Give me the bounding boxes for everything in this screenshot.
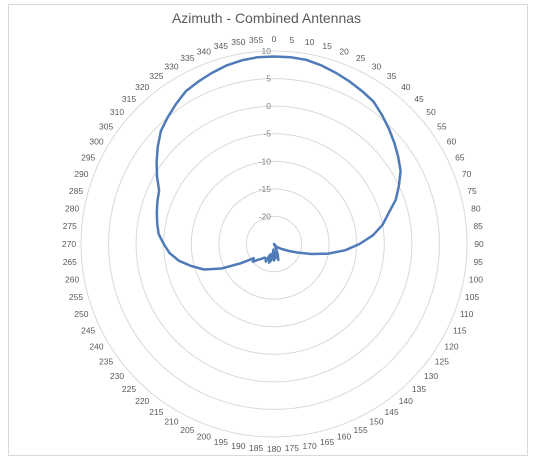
angle-tick-label: 30: [372, 62, 382, 72]
angle-tick-label: 20: [339, 46, 349, 56]
radial-tick-label: -20: [259, 211, 272, 221]
angle-tick-label: 305: [99, 121, 113, 131]
angle-tick-label: 260: [65, 275, 79, 285]
angle-tick-label: 10: [305, 37, 315, 47]
series-layer: [155, 55, 402, 271]
radial-tick-label: -10: [259, 156, 272, 166]
grid-ring: [80, 50, 468, 438]
angle-tick-label: 240: [89, 342, 103, 352]
radial-tick-label: 5: [266, 74, 271, 84]
angle-tick-label: 170: [303, 441, 317, 451]
angle-tick-label: 110: [460, 309, 474, 319]
angle-tick-label: 180: [267, 444, 281, 454]
angle-tick-label: 145: [385, 407, 399, 417]
angle-tick-label: 215: [149, 407, 163, 417]
angle-tick-label: 15: [322, 41, 332, 51]
angle-tick-label: 355: [249, 35, 263, 45]
angle-tick-label: 285: [69, 186, 83, 196]
angle-tick-label: 310: [110, 107, 124, 117]
angle-tick-label: 0: [272, 34, 277, 44]
angle-tick-label: 325: [149, 71, 163, 81]
angle-tick-label: 160: [337, 432, 351, 442]
grid-ring: [135, 105, 413, 383]
angle-tick-label: 205: [180, 425, 194, 435]
angle-tick-label: 70: [462, 169, 472, 179]
angle-tick-label: 40: [401, 82, 411, 92]
angle-tick-label: 45: [414, 94, 424, 104]
angle-tick-label: 25: [356, 53, 366, 63]
chart-title: Azimuth - Combined Antennas: [171, 10, 362, 26]
angle-tick-label: 290: [74, 169, 88, 179]
angle-tick-label: 5: [290, 35, 295, 45]
angle-tick-label: 220: [135, 396, 149, 406]
angle-tick-label: 115: [453, 326, 467, 336]
angle-tick-label: 250: [74, 309, 88, 319]
angle-tick-label: 315: [122, 94, 136, 104]
angle-tick-label: 225: [122, 384, 136, 394]
angle-tick-label: 35: [387, 71, 397, 81]
angle-tick-label: 330: [164, 62, 178, 72]
chart-frame: [8, 4, 528, 456]
angle-tick-label: 210: [164, 417, 178, 427]
angle-tick-label: 335: [180, 53, 194, 63]
angle-tick-label: 90: [474, 239, 484, 249]
angle-tick-label: 130: [424, 371, 438, 381]
angle-tick-label: 140: [399, 396, 413, 406]
angle-labels: 0 5 10 152025303540455055606570758085909510…: [62, 34, 484, 454]
angle-tick-label: 345: [214, 41, 228, 51]
angle-tick-label: 60: [447, 137, 457, 147]
radial-tick-label: 10: [262, 46, 272, 56]
angle-tick-label: 230: [110, 371, 124, 381]
radial-labels: 10 5 0 -5 -10 -15 -20: [259, 46, 272, 221]
angle-tick-label: 275: [63, 221, 77, 231]
angle-tick-label: 75: [467, 186, 477, 196]
angle-tick-label: 85: [473, 221, 483, 231]
angle-tick-label: 165: [320, 437, 334, 447]
series-line: [155, 55, 402, 271]
radial-tick-label: -15: [259, 184, 272, 194]
angle-tick-label: 95: [473, 257, 483, 267]
angle-tick-label: 320: [135, 82, 149, 92]
angle-tick-label: 120: [444, 342, 458, 352]
angle-tick-label: 235: [99, 357, 113, 367]
angle-tick-label: 175: [285, 443, 299, 453]
angle-tick-label: 245: [81, 326, 95, 336]
angle-tick-label: 280: [65, 203, 79, 213]
angle-tick-label: 200: [197, 432, 211, 442]
angle-tick-label: 190: [231, 441, 245, 451]
angle-tick-label: 55: [437, 121, 447, 131]
angle-tick-label: 350: [231, 37, 245, 47]
angle-tick-label: 300: [89, 137, 103, 147]
angle-tick-label: 255: [69, 292, 83, 302]
angle-tick-label: 135: [412, 384, 426, 394]
angle-tick-label: 125: [435, 357, 449, 367]
grid-ring: [108, 78, 440, 410]
radial-tick-label: -5: [263, 129, 271, 139]
angle-tick-label: 150: [369, 417, 383, 427]
angle-tick-label: 185: [249, 443, 263, 453]
angle-tick-label: 50: [426, 107, 436, 117]
angle-tick-label: 80: [471, 203, 481, 213]
grid-ring: [245, 215, 303, 273]
angle-tick-label: 155: [354, 425, 368, 435]
angle-tick-label: 295: [81, 152, 95, 162]
angle-tick-label: 195: [214, 437, 228, 447]
angle-tick-label: 265: [63, 257, 77, 267]
angle-tick-label: 65: [455, 152, 465, 162]
angle-tick-label: 105: [465, 292, 479, 302]
angle-tick-label: 340: [197, 46, 211, 56]
grid-ring: [218, 188, 330, 300]
angle-tick-label: 270: [62, 239, 76, 249]
radial-tick-label: 0: [266, 101, 271, 111]
angle-tick-label: 100: [469, 275, 483, 285]
